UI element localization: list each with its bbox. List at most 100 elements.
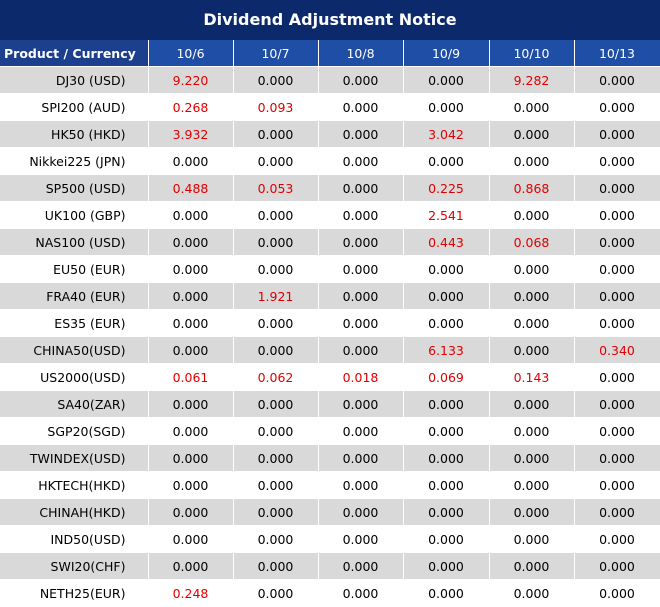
value-cell: 0.000 xyxy=(233,498,319,526)
dividend-table: Product / Currency 10/6 10/7 10/8 10/9 10/10 1… xyxy=(0,40,660,607)
value-cell: 0.000 xyxy=(318,336,404,364)
value-cell: 0.000 xyxy=(318,282,404,310)
header-cell: 10/13 xyxy=(574,40,660,67)
product-cell: SP500 (USD) xyxy=(0,174,149,202)
value-cell: 0.000 xyxy=(403,525,490,553)
table-row: TWINDEX(USD) 0.000 0.000 0.000 0.000 0.000 0.0… xyxy=(0,444,660,472)
value-cell: 9.220 xyxy=(148,66,234,94)
value-cell: 0.000 xyxy=(489,444,575,472)
value-cell: 0.000 xyxy=(233,471,319,499)
header-cell: 10/6 xyxy=(148,40,234,67)
value-cell: 0.000 xyxy=(233,417,319,445)
table-row: FRA40 (EUR) 0.000 1.921 0.000 0.000 0.000 0.00… xyxy=(0,282,660,310)
product-cell: SWI20(CHF) xyxy=(0,552,149,580)
table-row: ES35 (EUR) 0.000 0.000 0.000 0.000 0.000 0.000 xyxy=(0,309,660,337)
value-cell: 0.000 xyxy=(489,552,575,580)
value-cell: 0.018 xyxy=(318,363,404,391)
value-cell: 0.000 xyxy=(148,282,234,310)
header-cell: Product / Currency xyxy=(0,40,149,67)
product-cell: IND50(USD) xyxy=(0,525,149,553)
value-cell: 0.000 xyxy=(318,579,404,607)
value-cell: 0.069 xyxy=(403,363,490,391)
value-cell: 0.248 xyxy=(148,579,234,607)
value-cell: 0.000 xyxy=(403,147,490,175)
value-cell: 0.000 xyxy=(574,363,660,391)
value-cell: 1.921 xyxy=(233,282,319,310)
value-cell: 0.000 xyxy=(318,309,404,337)
value-cell: 0.000 xyxy=(574,525,660,553)
value-cell: 0.000 xyxy=(489,282,575,310)
table-row: SGP20(SGD) 0.000 0.000 0.000 0.000 0.000 0.000 xyxy=(0,417,660,445)
value-cell: 0.000 xyxy=(403,282,490,310)
value-cell: 0.000 xyxy=(233,201,319,229)
value-cell: 0.000 xyxy=(233,552,319,580)
value-cell: 0.340 xyxy=(574,336,660,364)
value-cell: 0.000 xyxy=(403,471,490,499)
value-cell: 0.000 xyxy=(403,498,490,526)
table-row: CHINAH(HKD) 0.000 0.000 0.000 0.000 0.000 0.00… xyxy=(0,498,660,526)
product-cell: HK50 (HKD) xyxy=(0,120,149,148)
value-cell: 0.000 xyxy=(233,147,319,175)
value-cell: 0.000 xyxy=(574,228,660,256)
value-cell: 0.000 xyxy=(233,66,319,94)
value-cell: 0.868 xyxy=(489,174,575,202)
value-cell: 0.000 xyxy=(489,93,575,121)
value-cell: 0.000 xyxy=(233,309,319,337)
product-cell: TWINDEX(USD) xyxy=(0,444,149,472)
value-cell: 0.000 xyxy=(148,228,234,256)
value-cell: 0.000 xyxy=(489,525,575,553)
value-cell: 0.000 xyxy=(233,390,319,418)
value-cell: 0.000 xyxy=(233,579,319,607)
value-cell: 0.000 xyxy=(574,309,660,337)
value-cell: 3.932 xyxy=(148,120,234,148)
value-cell: 0.000 xyxy=(574,498,660,526)
table-row: SP500 (USD) 0.488 0.053 0.000 0.225 0.868 0.00… xyxy=(0,174,660,202)
value-cell: 0.093 xyxy=(233,93,319,121)
value-cell: 0.053 xyxy=(233,174,319,202)
value-cell: 0.000 xyxy=(148,336,234,364)
value-cell: 0.000 xyxy=(403,444,490,472)
value-cell: 0.000 xyxy=(489,147,575,175)
value-cell: 0.000 xyxy=(318,552,404,580)
value-cell: 0.000 xyxy=(148,147,234,175)
product-cell: HKTECH(HKD) xyxy=(0,471,149,499)
value-cell: 0.000 xyxy=(489,471,575,499)
value-cell: 0.000 xyxy=(489,417,575,445)
value-cell: 0.000 xyxy=(318,498,404,526)
value-cell: 0.000 xyxy=(403,390,490,418)
title: Dividend Adjustment Notice xyxy=(0,0,660,40)
value-cell: 0.000 xyxy=(489,255,575,283)
value-cell: 0.000 xyxy=(318,174,404,202)
value-cell: 0.000 xyxy=(148,201,234,229)
value-cell: 0.000 xyxy=(318,417,404,445)
product-cell: UK100 (GBP) xyxy=(0,201,149,229)
value-cell: 0.000 xyxy=(148,255,234,283)
value-cell: 0.000 xyxy=(403,417,490,445)
value-cell: 0.000 xyxy=(403,93,490,121)
value-cell: 0.000 xyxy=(318,93,404,121)
value-cell: 0.000 xyxy=(403,579,490,607)
value-cell: 0.000 xyxy=(233,336,319,364)
value-cell: 0.443 xyxy=(403,228,490,256)
value-cell: 0.225 xyxy=(403,174,490,202)
value-cell: 0.000 xyxy=(148,525,234,553)
header-cell: 10/9 xyxy=(403,40,490,67)
table-row: DJ30 (USD) 9.220 0.000 0.000 0.000 9.282 0.000 xyxy=(0,66,660,94)
table-row: Nikkei225 (JPN) 0.000 0.000 0.000 0.000 0.000… xyxy=(0,147,660,175)
value-cell: 0.000 xyxy=(574,390,660,418)
table-row: NAS100 (USD) 0.000 0.000 0.000 0.443 0.068 0.0… xyxy=(0,228,660,256)
value-cell: 0.068 xyxy=(489,228,575,256)
product-cell: US2000(USD) xyxy=(0,363,149,391)
value-cell: 0.000 xyxy=(148,309,234,337)
value-cell: 2.541 xyxy=(403,201,490,229)
value-cell: 0.000 xyxy=(574,471,660,499)
value-cell: 0.000 xyxy=(318,525,404,553)
value-cell: 0.000 xyxy=(574,66,660,94)
header-cell: 10/10 xyxy=(489,40,575,67)
product-cell: SPI200 (AUD) xyxy=(0,93,149,121)
value-cell: 0.000 xyxy=(318,471,404,499)
value-cell: 6.133 xyxy=(403,336,490,364)
value-cell: 0.000 xyxy=(233,525,319,553)
table-row: HKTECH(HKD) 0.000 0.000 0.000 0.000 0.000 0.00… xyxy=(0,471,660,499)
